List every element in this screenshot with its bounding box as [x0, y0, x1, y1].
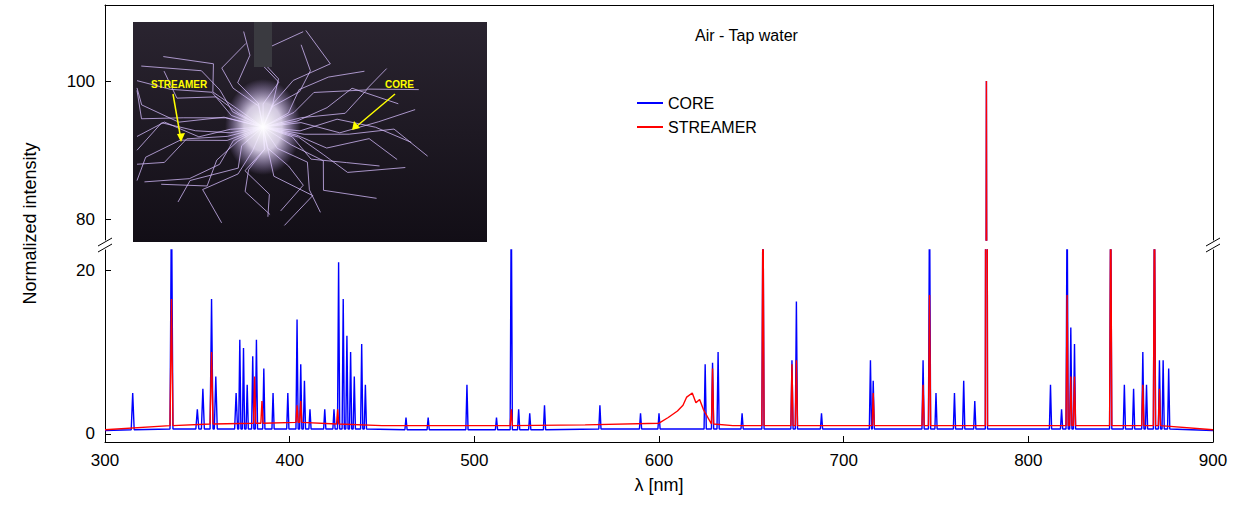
svg-text:100: 100	[67, 72, 95, 91]
svg-text:CORE: CORE	[668, 95, 714, 112]
svg-text:400: 400	[275, 451, 303, 470]
svg-text:500: 500	[460, 451, 488, 470]
svg-text:STREAMER: STREAMER	[668, 119, 757, 136]
svg-text:STREAMER: STREAMER	[151, 79, 208, 90]
svg-text:800: 800	[1014, 451, 1042, 470]
svg-text:900: 900	[1199, 451, 1227, 470]
svg-text:Air - Tap water: Air - Tap water	[695, 27, 799, 44]
svg-text:Normalized intensity: Normalized intensity	[20, 142, 40, 304]
svg-text:20: 20	[76, 261, 95, 280]
svg-text:80: 80	[76, 210, 95, 229]
svg-text:λ [nm]: λ [nm]	[634, 475, 683, 495]
svg-text:300: 300	[91, 451, 119, 470]
svg-text:0: 0	[86, 424, 95, 443]
svg-text:600: 600	[645, 451, 673, 470]
svg-text:CORE: CORE	[385, 79, 414, 90]
svg-text:700: 700	[829, 451, 857, 470]
